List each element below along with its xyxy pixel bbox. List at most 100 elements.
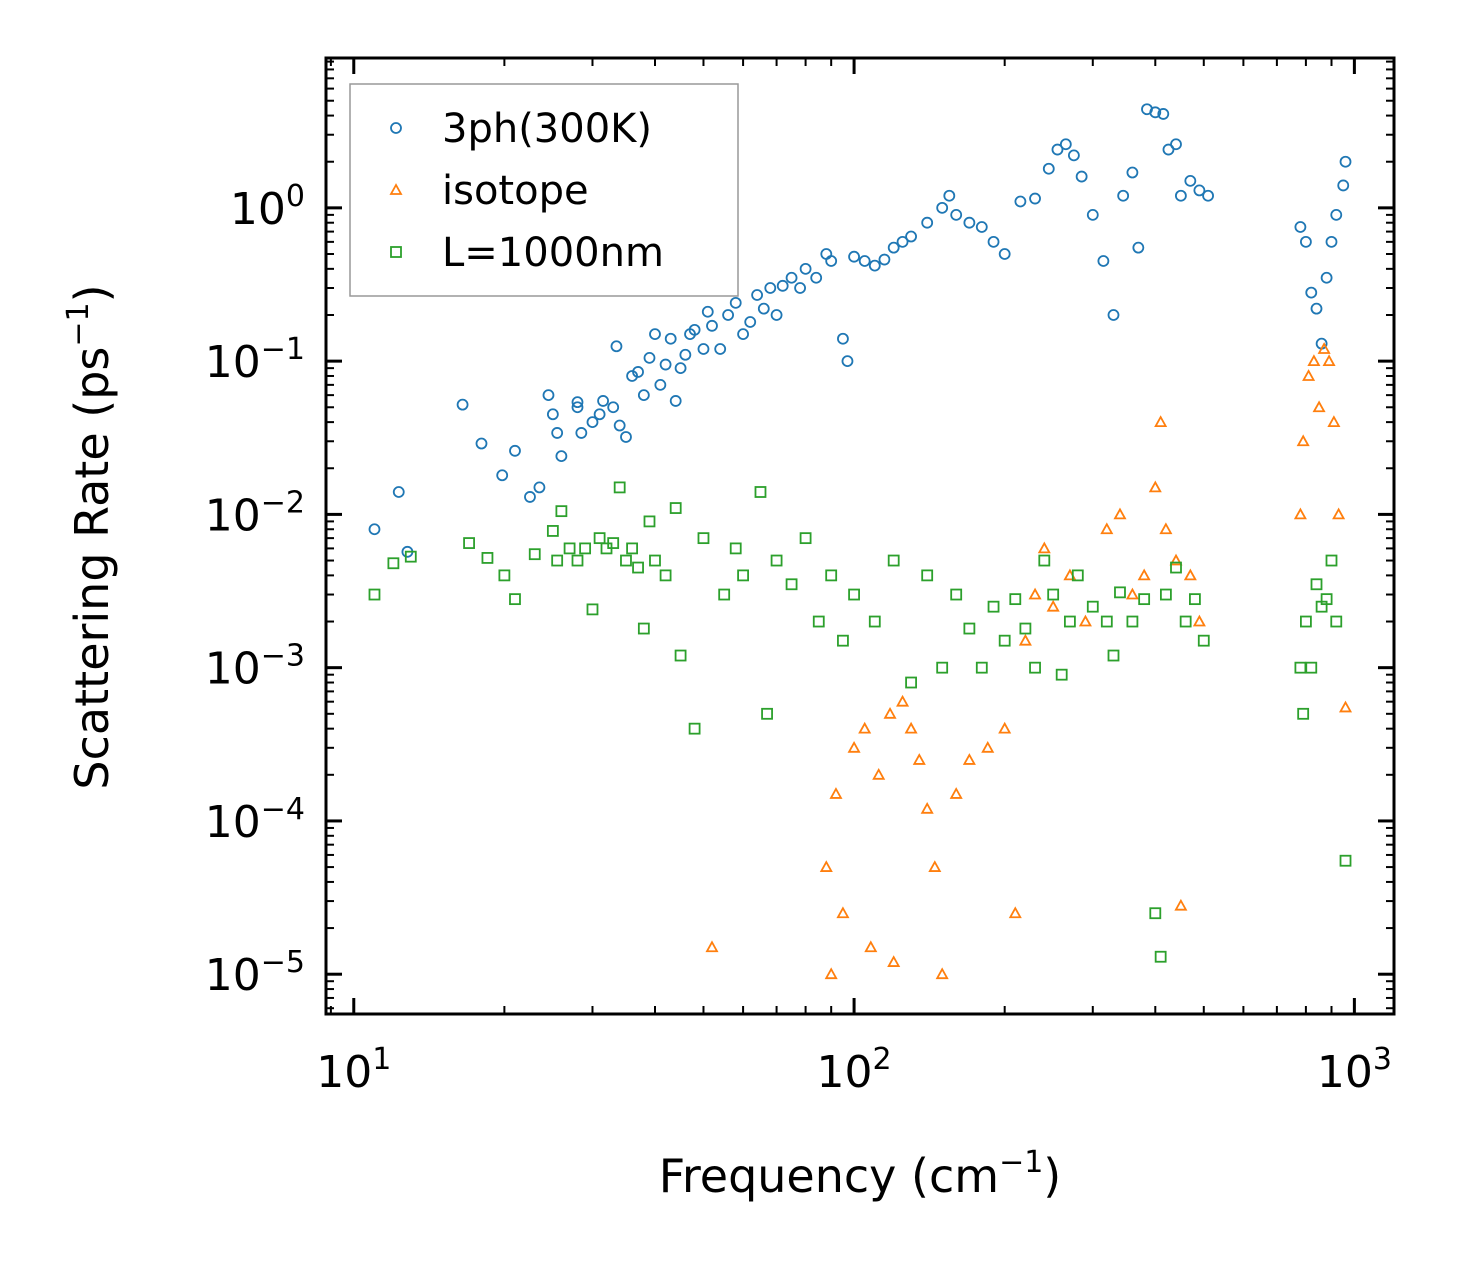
data-point [962,753,976,765]
data-point [810,271,823,284]
data-point [1071,569,1084,582]
data-point [1332,507,1346,520]
data-point [463,537,475,549]
data-point [770,554,783,567]
data-point [905,676,917,689]
data-point [1148,480,1162,493]
data-point [878,253,891,266]
data-point [754,486,767,498]
data-point [697,343,710,355]
data-point [975,221,988,233]
data-point [546,408,559,421]
data-point [1325,235,1338,248]
data-point [575,427,588,439]
series-isotope [705,342,1353,980]
legend-label: L=1000nm [442,230,664,276]
data-point [1179,615,1192,628]
data-point [1310,578,1323,591]
data-point [674,362,687,375]
data-point [1018,633,1032,646]
data-point [819,860,833,872]
data-point [571,401,584,414]
data-point [950,588,963,601]
data-point [864,940,878,953]
axis-ticks [326,58,1394,1014]
data-point [1294,221,1307,233]
data-point [688,722,701,735]
data-point [637,622,650,635]
data-point [1149,106,1162,119]
data-point [785,578,798,591]
legend-marker [390,246,402,258]
data-point [571,554,584,567]
data-point [1100,615,1113,628]
data-point [1137,568,1151,581]
data-point [1113,507,1127,520]
data-point [481,552,494,564]
data-point [706,319,718,332]
data-point [1159,522,1173,535]
data-point [643,515,656,528]
tick-labels: 101 102 103 10−5 10−4 10−3 10−2 10−1 100 [205,179,1392,1098]
data-point [935,967,949,980]
data-point [837,634,849,647]
data-point [975,661,988,674]
data-point [1339,155,1352,168]
data-point [1126,166,1139,179]
data-point [1125,587,1139,600]
data-point [825,569,838,582]
data-point [920,801,934,814]
data-point [872,767,886,780]
data-point [761,707,773,720]
data-point [654,378,667,391]
data-point [987,600,1000,613]
data-point [597,395,609,407]
data-point [949,787,963,799]
data-point [1327,415,1341,428]
series-l-1000nm [368,481,1352,963]
data-point [812,615,825,628]
data-point [950,208,963,221]
data-point [1330,615,1343,628]
data-point [1117,189,1130,202]
data-point [1047,588,1060,601]
x-tick-label: 102 [817,1042,892,1098]
data-point [1051,143,1064,156]
data-point [1038,554,1051,567]
legend-marker [389,183,403,195]
data-point [887,955,901,967]
data-point [688,323,701,336]
data-point [936,661,949,674]
data-point [1330,208,1343,221]
data-point [632,561,644,574]
data-point [887,241,900,254]
data-point [1008,906,1022,919]
x-axis-label: Frequency (cm−1) [659,1145,1062,1203]
data-point [858,255,871,267]
data-point [1055,668,1068,681]
data-point [848,250,860,263]
data-point [620,431,632,443]
data-point [637,389,650,402]
data-point [1126,615,1139,628]
data-point [1114,586,1126,599]
data-point [799,532,812,545]
data-point [1078,614,1092,627]
data-point [905,230,917,243]
data-point [1100,522,1114,535]
data-point [533,481,546,494]
legend-entry: L=1000nm [390,230,664,276]
data-point [987,235,1000,248]
data-point [509,593,521,606]
data-point [868,615,881,628]
data-point [649,328,661,341]
data-point [593,532,606,545]
data-point [718,588,731,601]
data-point [858,721,872,734]
y-tick-label: 10−2 [205,485,305,541]
data-point [555,505,568,518]
data-point [1322,354,1336,367]
data-point [1293,507,1307,520]
data-point [1029,192,1041,205]
data-point [392,486,405,498]
